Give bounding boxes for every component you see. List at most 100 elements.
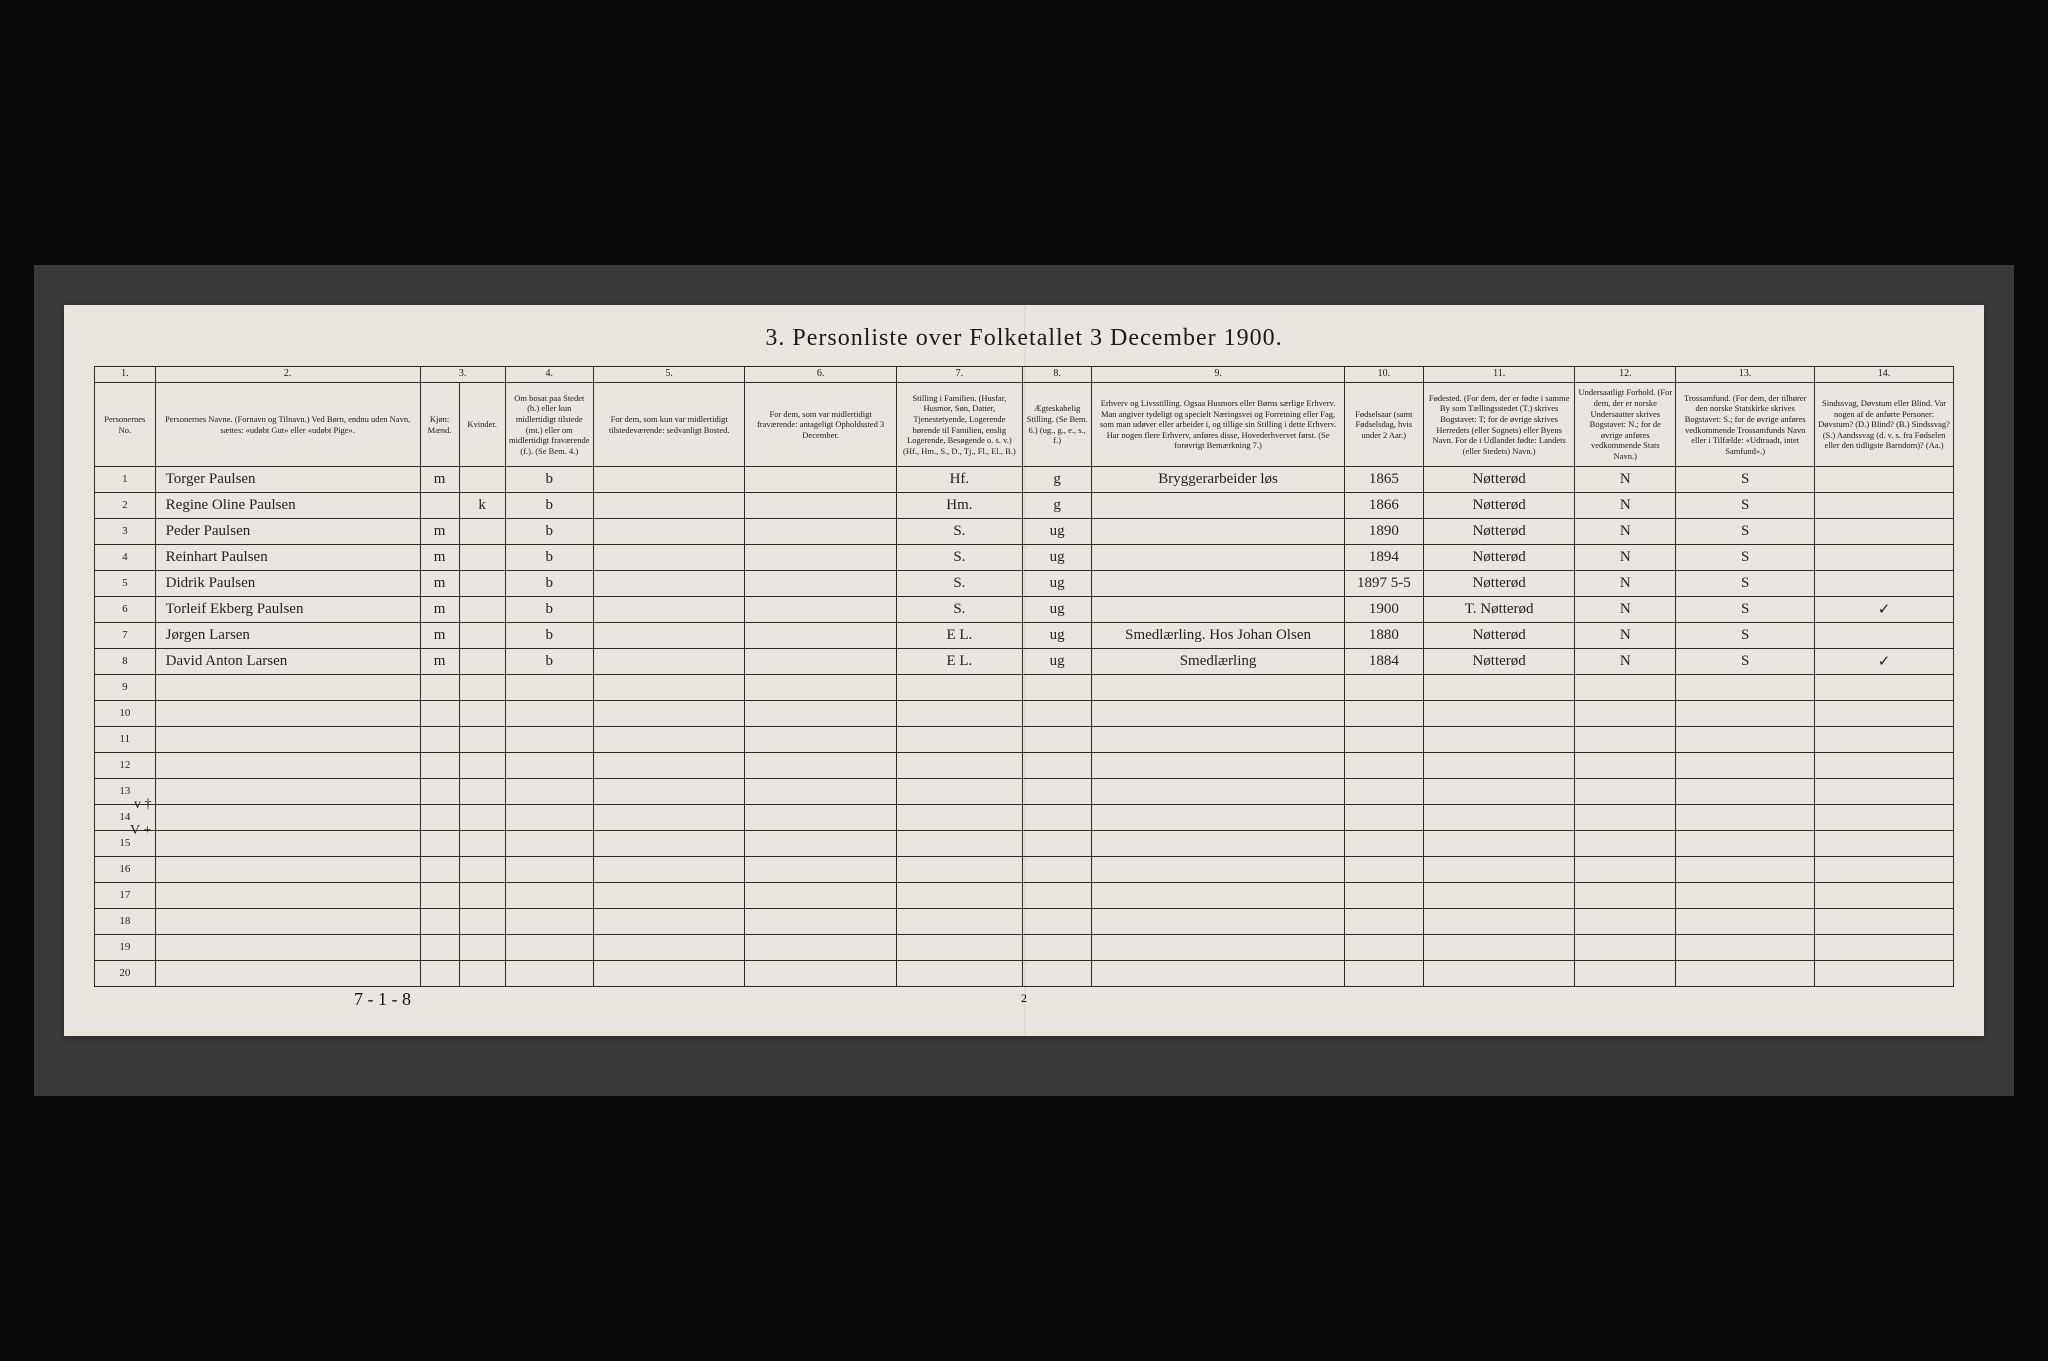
cell	[1344, 674, 1423, 700]
census-page: 3. Personliste over Folketallet 3 Decemb…	[64, 305, 1984, 1035]
column-number-row: 1. 2. 3. 4. 5. 6. 7. 8. 9. 10. 11. 12. 1…	[95, 367, 1954, 383]
col-header: Kvinder.	[459, 383, 505, 466]
cell	[155, 674, 420, 700]
cell	[1676, 908, 1815, 934]
table-row: 14	[95, 804, 1954, 830]
cell	[1092, 830, 1344, 856]
cell	[420, 830, 459, 856]
cell: N	[1575, 518, 1676, 544]
col-header: Ægteskabelig Stilling. (Se Bem. 6.) (ug.…	[1022, 383, 1091, 466]
cell	[420, 934, 459, 960]
column-header-row: Personernes No. Personernes Navne. (Forn…	[95, 383, 1954, 466]
cell	[1092, 752, 1344, 778]
cell	[745, 648, 896, 674]
cell	[1815, 622, 1954, 648]
cell	[1022, 856, 1091, 882]
bottom-annotation: 7 - 1 - 8	[354, 989, 411, 1010]
cell	[1423, 960, 1574, 986]
cell	[420, 908, 459, 934]
cell	[1423, 804, 1574, 830]
cell: b	[505, 544, 593, 570]
cell	[459, 804, 505, 830]
cell	[505, 934, 593, 960]
cell: 17	[95, 882, 156, 908]
cell	[155, 778, 420, 804]
cell	[1676, 700, 1815, 726]
cell	[459, 648, 505, 674]
cell: Nøtterød	[1423, 466, 1574, 492]
table-body: 1Torger PaulsenmbHf.gBryggerarbeider løs…	[95, 466, 1954, 986]
cell	[459, 622, 505, 648]
cell	[1575, 674, 1676, 700]
colnum: 1.	[95, 367, 156, 383]
cell	[745, 466, 896, 492]
cell: 1866	[1344, 492, 1423, 518]
cell	[1092, 570, 1344, 596]
cell: Torger Paulsen	[155, 466, 420, 492]
cell: 1890	[1344, 518, 1423, 544]
cell	[745, 804, 896, 830]
table-row: 13	[95, 778, 1954, 804]
cell: S	[1676, 570, 1815, 596]
cell: Nøtterød	[1423, 518, 1574, 544]
cell	[1676, 882, 1815, 908]
cell	[896, 908, 1022, 934]
page-title: 3. Personliste over Folketallet 3 Decemb…	[94, 325, 1954, 352]
cell	[593, 544, 744, 570]
cell: S	[1676, 622, 1815, 648]
cell: m	[420, 648, 459, 674]
cell: 2	[95, 492, 156, 518]
cell	[459, 882, 505, 908]
cell	[745, 830, 896, 856]
cell	[1092, 596, 1344, 622]
cell	[1815, 856, 1954, 882]
table-row: 9	[95, 674, 1954, 700]
cell	[593, 726, 744, 752]
cell	[1575, 882, 1676, 908]
cell: Nøtterød	[1423, 492, 1574, 518]
cell: 19	[95, 934, 156, 960]
cell	[420, 674, 459, 700]
cell: 1897 5-5	[1344, 570, 1423, 596]
cell: Peder Paulsen	[155, 518, 420, 544]
cell	[1423, 700, 1574, 726]
cell	[1815, 544, 1954, 570]
cell: E L.	[896, 622, 1022, 648]
cell	[459, 674, 505, 700]
cell	[1423, 934, 1574, 960]
cell	[505, 700, 593, 726]
cell	[745, 726, 896, 752]
cell	[420, 856, 459, 882]
cell	[1092, 674, 1344, 700]
cell: 12	[95, 752, 156, 778]
col-header: Kjøn: Mænd.	[420, 383, 459, 466]
cell	[1423, 908, 1574, 934]
cell: 3	[95, 518, 156, 544]
table-row: 6Torleif Ekberg PaulsenmbS.ug1900T. Nøtt…	[95, 596, 1954, 622]
cell	[420, 700, 459, 726]
cell: E L.	[896, 648, 1022, 674]
cell: b	[505, 648, 593, 674]
cell	[745, 622, 896, 648]
cell	[459, 960, 505, 986]
cell	[1676, 830, 1815, 856]
cell	[1092, 726, 1344, 752]
col-header: Personernes No.	[95, 383, 156, 466]
cell	[1022, 960, 1091, 986]
cell	[593, 492, 744, 518]
cell	[1815, 934, 1954, 960]
cell: m	[420, 622, 459, 648]
cell	[1815, 804, 1954, 830]
cell	[896, 856, 1022, 882]
table-row: 3Peder PaulsenmbS.ug1890NøtterødNS	[95, 518, 1954, 544]
cell	[1344, 856, 1423, 882]
cell: Jørgen Larsen	[155, 622, 420, 648]
cell	[420, 726, 459, 752]
colnum: 10.	[1344, 367, 1423, 383]
cell	[1575, 934, 1676, 960]
cell	[745, 908, 896, 934]
table-row: 18	[95, 908, 1954, 934]
cell: g	[1022, 492, 1091, 518]
cell: 5	[95, 570, 156, 596]
colnum: 6.	[745, 367, 896, 383]
